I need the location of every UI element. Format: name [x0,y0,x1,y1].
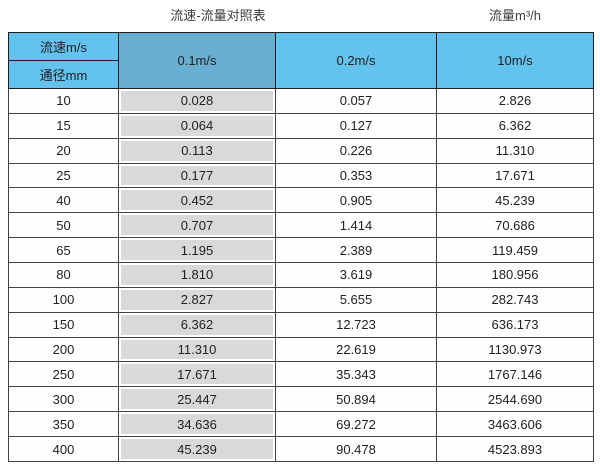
flow-value-cell: 17.671 [436,162,594,189]
table-row: 10 0.028 0.057 2.826 [8,88,594,114]
flow-value-cell: 0.057 [275,88,437,114]
flow-value-cell: 69.272 [275,411,437,438]
flow-value-cell: 90.478 [275,436,437,462]
diameter-cell: 20 [8,137,119,164]
diameter-cell: 10 [8,88,119,114]
header-velocity-label: 流速m/s [8,32,119,61]
table-row: 40 0.452 0.905 45.239 [8,187,594,214]
header-row-velocity: 流速m/s 0.1m/s 0.2m/s 10m/s [8,32,594,89]
diameter-cell: 200 [8,336,119,363]
flow-value-cell: 2.826 [436,88,594,114]
table-header: 流速m/s 0.1m/s 0.2m/s 10m/s 通径mm [8,32,594,89]
flow-value-cell: 0.707 [118,212,276,239]
flow-comparison-table: 流速m/s 0.1m/s 0.2m/s 10m/s 通径mm 10 0.028 0.… [8,32,594,462]
flow-value-cell: 1767.146 [436,361,594,388]
flow-value-cell: 5.655 [275,286,437,313]
page-title: 流速-流量对照表 [170,8,266,23]
flow-value-cell: 70.686 [436,212,594,239]
table-row: 20 0.113 0.226 11.310 [8,137,594,164]
flow-value-cell: 3.619 [275,262,437,288]
flow-value-cell: 2.389 [275,237,437,264]
flow-value-cell: 1.810 [118,262,276,288]
diameter-cell: 25 [8,162,119,189]
table-row: 65 1.195 2.389 119.459 [8,237,594,264]
table-row: 100 2.827 5.655 282.743 [8,286,594,313]
diameter-cell: 400 [8,436,119,462]
flow-value-cell: 636.173 [436,311,594,338]
flow-value-cell: 1.414 [275,212,437,239]
table-row: 80 1.810 3.619 180.956 [8,262,594,288]
flow-value-cell: 6.362 [118,311,276,338]
flow-value-cell: 0.905 [275,187,437,214]
flow-value-cell: 11.310 [118,336,276,363]
diameter-cell: 15 [8,112,119,139]
flow-value-cell: 34.636 [118,411,276,438]
table-row: 350 34.636 69.272 3463.606 [8,411,594,438]
flow-value-cell: 6.362 [436,112,594,139]
flow-value-cell: 45.239 [118,436,276,462]
header-row-diameter: 通径mm [8,60,594,89]
flow-value-cell: 25.447 [118,386,276,413]
flow-value-cell: 0.028 [118,88,276,114]
flow-unit-label: 流量m³/h [488,8,542,23]
diameter-cell: 150 [8,311,119,338]
flow-value-cell: 0.177 [118,162,276,189]
flow-value-cell: 0.452 [118,187,276,214]
diameter-cell: 300 [8,386,119,413]
flow-value-cell: 1.195 [118,237,276,264]
table-row: 200 11.310 22.619 1130.973 [8,336,594,363]
flow-value-cell: 17.671 [118,361,276,388]
flow-value-cell: 119.459 [436,237,594,264]
table-row: 25 0.177 0.353 17.671 [8,162,594,189]
table-row: 250 17.671 35.343 1767.146 [8,361,594,388]
flow-value-cell: 180.956 [436,262,594,288]
flow-value-cell: 0.127 [275,112,437,139]
flow-value-cell: 35.343 [275,361,437,388]
table-row: 300 25.447 50.894 2544.690 [8,386,594,413]
diameter-cell: 50 [8,212,119,239]
flow-value-cell: 12.723 [275,311,437,338]
diameter-cell: 250 [8,361,119,388]
flow-value-cell: 282.743 [436,286,594,313]
table-row: 400 45.239 90.478 4523.893 [8,436,594,462]
flow-value-cell: 2544.690 [436,386,594,413]
flow-value-cell: 11.310 [436,137,594,164]
diameter-cell: 80 [8,262,119,288]
flow-value-cell: 4523.893 [436,436,594,462]
header-velocity-10: 10m/s [436,32,594,89]
flow-value-cell: 45.239 [436,187,594,214]
table-body: 10 0.028 0.057 2.826 15 0.064 0.127 6.362 20 0.11… [8,88,594,462]
flow-value-cell: 2.827 [118,286,276,313]
flow-value-cell: 1130.973 [436,336,594,363]
flow-value-cell: 50.894 [275,386,437,413]
table-row: 50 0.707 1.414 70.686 [8,212,594,239]
table-row: 150 6.362 12.723 636.173 [8,311,594,338]
header-velocity-0.2: 0.2m/s [275,32,437,89]
flow-value-cell: 0.064 [118,112,276,139]
flow-value-cell: 0.113 [118,137,276,164]
table-row: 15 0.064 0.127 6.362 [8,112,594,139]
diameter-cell: 40 [8,187,119,214]
flow-value-cell: 3463.606 [436,411,594,438]
header-diameter-label: 通径mm [8,60,119,89]
flow-value-cell: 22.619 [275,336,437,363]
flow-value-cell: 0.226 [275,137,437,164]
diameter-cell: 350 [8,411,119,438]
diameter-cell: 65 [8,237,119,264]
header-velocity-0.1: 0.1m/s [118,32,276,89]
diameter-cell: 100 [8,286,119,313]
flow-value-cell: 0.353 [275,162,437,189]
